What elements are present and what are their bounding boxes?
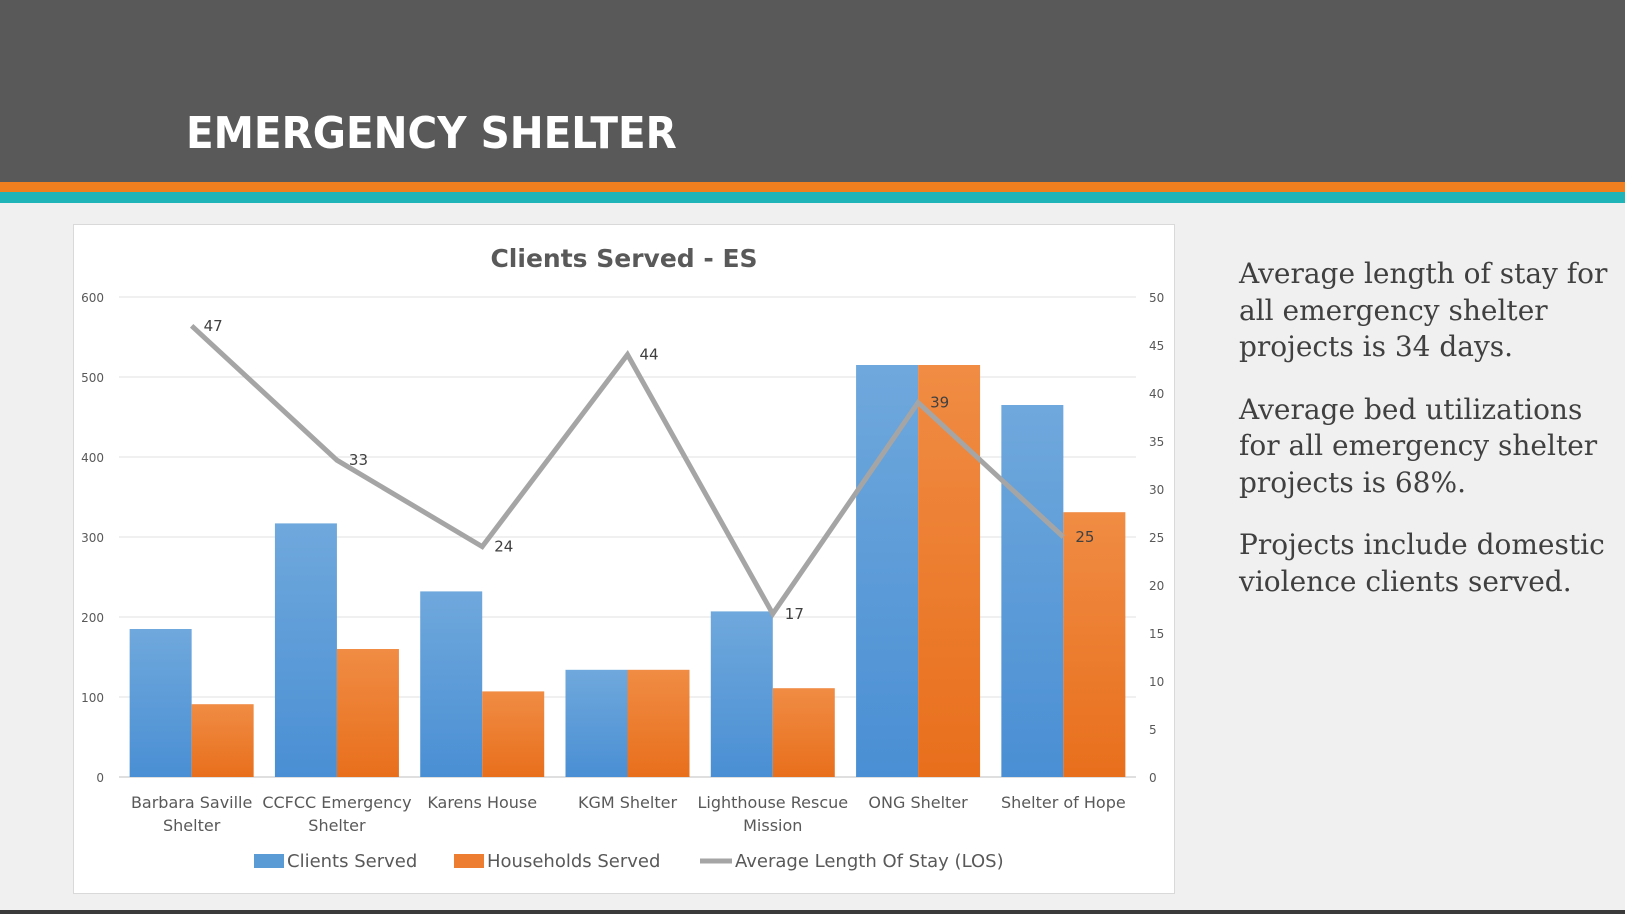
legend-label-households: Households Served xyxy=(487,851,660,872)
y-right-tick-label: 40 xyxy=(1149,387,1164,401)
y-left-tick-label: 600 xyxy=(81,291,104,305)
legend-swatch-clients xyxy=(254,854,284,868)
y-right-tick-label: 5 xyxy=(1149,723,1157,737)
y-right-tick-label: 35 xyxy=(1149,435,1164,449)
los-data-label: 33 xyxy=(349,451,368,469)
y-left-tick-label: 200 xyxy=(81,611,104,625)
bar-households-served xyxy=(627,669,690,777)
y-right-tick-label: 20 xyxy=(1149,579,1164,593)
note-bed-utilization: Average bed utilizations for all emergen… xyxy=(1239,392,1598,499)
legend-label-clients: Clients Served xyxy=(287,851,417,872)
chart-title: Clients Served - ES xyxy=(490,244,757,273)
x-category-label: KGM Shelter xyxy=(578,793,677,812)
bar-households-served xyxy=(1063,512,1126,777)
y-left-tick-label: 500 xyxy=(81,371,104,385)
y-left-tick-label: 300 xyxy=(81,531,104,545)
combo-chart: Clients Served - ES 0 100 200 300 400 500 600 0 5… xyxy=(81,244,1164,872)
bar-households-served xyxy=(918,365,981,777)
orange-accent-stripe xyxy=(0,182,1625,192)
y-right-tick-label: 30 xyxy=(1149,483,1164,497)
y-left-tick-label: 0 xyxy=(96,771,104,785)
x-category-label: Shelter xyxy=(163,816,221,835)
x-category-label: Mission xyxy=(743,816,802,835)
x-category-label: Shelter of Hope xyxy=(1001,793,1126,812)
bar-households-served xyxy=(336,649,399,777)
slide-title: EMERGENCY SHELTER xyxy=(186,108,677,159)
y-right-tick-label: 0 xyxy=(1149,771,1157,785)
x-category-label: ONG Shelter xyxy=(868,793,968,812)
x-category-label: Barbara Saville xyxy=(131,793,252,812)
x-category-label: Lighthouse Rescue xyxy=(697,793,848,812)
legend-swatch-households xyxy=(454,854,484,868)
bar-clients-served xyxy=(710,611,773,777)
bar-clients-served xyxy=(1001,405,1064,777)
bar-clients-served xyxy=(420,591,483,777)
slide-header: EMERGENCY SHELTER xyxy=(0,0,1625,182)
x-category-label: Karens House xyxy=(427,793,537,812)
legend-label-los: Average Length Of Stay (LOS) xyxy=(735,851,1004,872)
bar-clients-served xyxy=(274,523,337,777)
los-data-label: 24 xyxy=(494,538,513,556)
los-data-label: 39 xyxy=(930,394,949,412)
bar-households-served xyxy=(191,704,254,777)
side-notes: Average length of stay for all emergency… xyxy=(1239,256,1609,626)
y-right-tick-label: 10 xyxy=(1149,675,1164,689)
los-line xyxy=(189,323,1066,619)
los-data-label: 17 xyxy=(785,605,804,623)
x-category-label: CCFCC Emergency xyxy=(262,793,411,812)
y-left-tick-label: 400 xyxy=(81,451,104,465)
los-data-label: 47 xyxy=(204,317,223,335)
los-data-label: 44 xyxy=(640,346,659,364)
note-average-los: Average length of stay for all emergency… xyxy=(1239,257,1608,363)
bar-households-served xyxy=(482,691,545,777)
bar-clients-served xyxy=(565,669,628,777)
y-left-tick-label: 100 xyxy=(81,691,104,705)
bar-households-served xyxy=(772,688,835,777)
note-projects-include: Projects include domestic violence clien… xyxy=(1239,528,1605,598)
bottom-border xyxy=(0,910,1625,914)
los-data-label: 25 xyxy=(1075,528,1094,546)
y-right-tick-label: 25 xyxy=(1149,531,1164,545)
chart-container: Clients Served - ES 0 100 200 300 400 500 600 0 5… xyxy=(73,224,1175,894)
teal-accent-stripe xyxy=(0,192,1625,203)
y-right-tick-label: 50 xyxy=(1149,291,1164,305)
x-category-label: Shelter xyxy=(308,816,366,835)
bar-clients-served xyxy=(856,365,919,777)
y-right-tick-label: 45 xyxy=(1149,339,1164,353)
bar-clients-served xyxy=(129,629,192,777)
y-right-tick-label: 15 xyxy=(1149,627,1164,641)
